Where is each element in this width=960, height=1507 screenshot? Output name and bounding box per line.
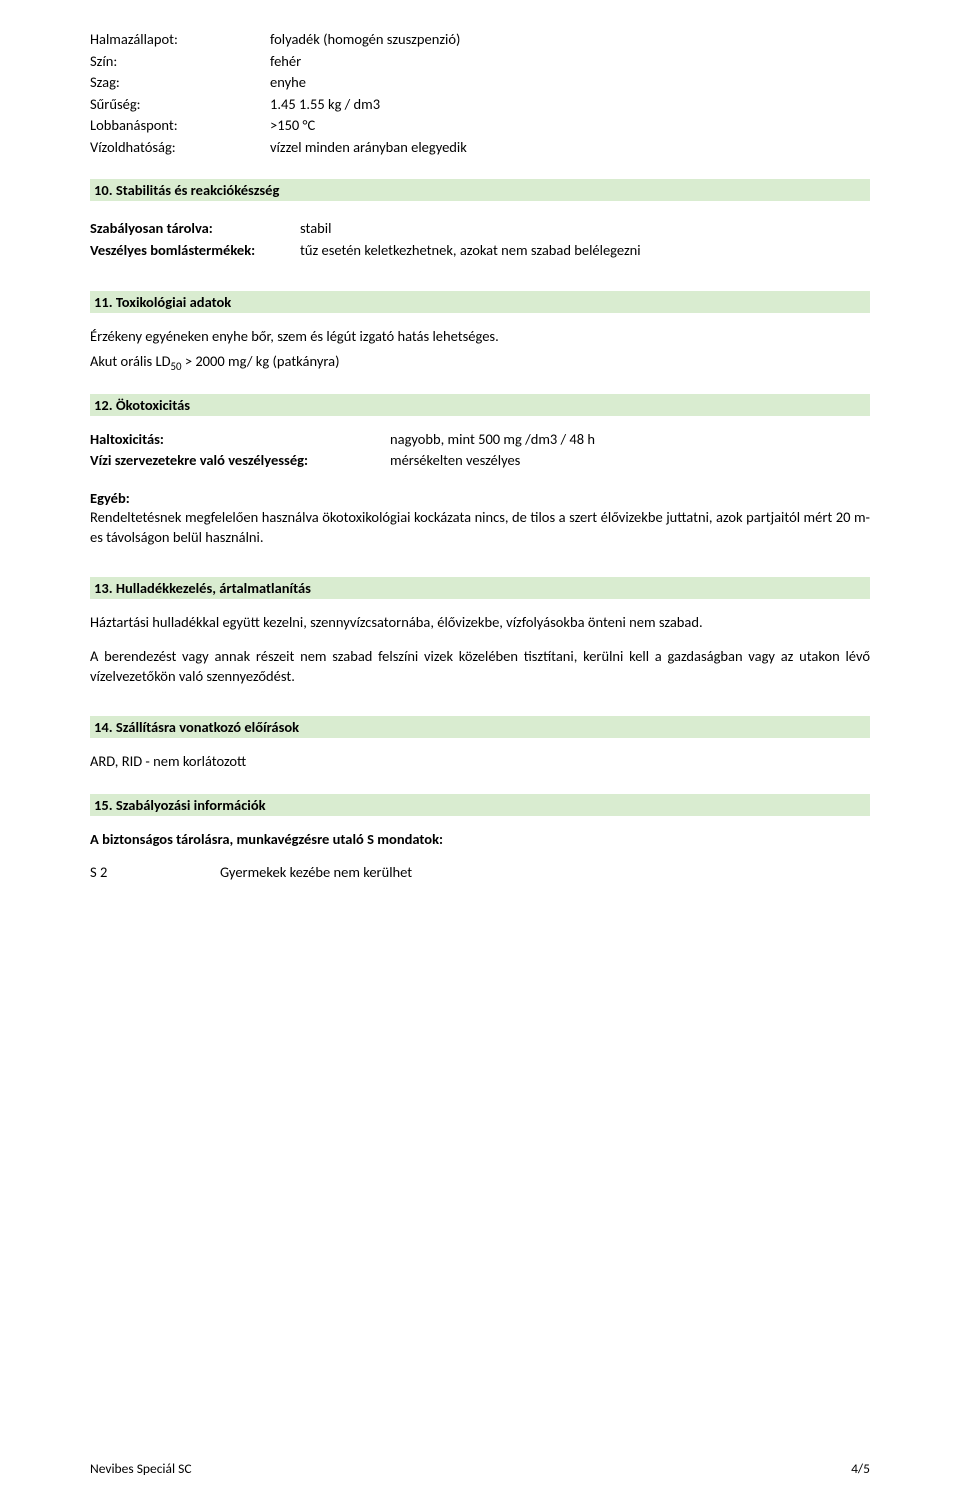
prop-row-suruseg: Sűrűség: 1.45 1.55 kg / dm3 (90, 95, 870, 115)
page-footer: Nevibes Speciál SC 4/5 (90, 1460, 870, 1477)
prop-val: mérsékelten veszélyes (390, 451, 870, 471)
prop-key: Szabályosan tárolva: (90, 219, 300, 239)
prop-val: fehér (270, 52, 870, 72)
footer-left: Nevibes Speciál SC (90, 1460, 192, 1477)
section-15-heading: 15. Szabályozási információk (90, 794, 870, 816)
section-13-para1: Háztartási hulladékkal együtt kezelni, s… (90, 613, 870, 633)
prop-key: Szín: (90, 52, 270, 72)
footer-right: 4/5 (851, 1460, 870, 1477)
prop-row-szag: Szag: enyhe (90, 73, 870, 93)
ld50-sub: 50 (171, 360, 182, 373)
egyeb-label: Egyéb: (90, 489, 870, 509)
s-phrase-val: Gyermekek kezébe nem kerülhet (220, 863, 870, 881)
prop-row-vizoldhatosag: Vízoldhatóság: vízzel minden arányban el… (90, 138, 870, 158)
section-13-para2: A berendezést vagy annak részeit nem sza… (90, 647, 870, 686)
prop-key: Vízi szervezetekre való veszélyesség: (90, 451, 390, 471)
prop-row-vizi: Vízi szervezetekre való veszélyesség: mé… (90, 451, 870, 471)
prop-val: enyhe (270, 73, 870, 93)
prop-row-haltoxicitas: Haltoxicitás: nagyobb, mint 500 mg /dm3 … (90, 430, 870, 450)
section-13-heading: 13. Hulladékkezelés, ártalmatlanítás (90, 577, 870, 599)
prop-val: 1.45 1.55 kg / dm3 (270, 95, 870, 115)
prop-val: stabil (300, 219, 870, 239)
section-10-heading: 10. Stabilitás és reakciókészség (90, 179, 870, 201)
section-15-subheading: A biztonságos tárolásra, munkavégzésre u… (90, 830, 870, 850)
prop-key: Veszélyes bomlástermékek: (90, 241, 300, 261)
section-14-heading: 14. Szállításra vonatkozó előírások (90, 716, 870, 738)
s-phrase-key: S 2 (90, 863, 220, 881)
prop-val: >150 °C (270, 116, 870, 136)
prop-key: Sűrűség: (90, 95, 270, 115)
prop-val: nagyobb, mint 500 mg /dm3 / 48 h (390, 430, 870, 450)
section-11-para1: Érzékeny egyéneken enyhe bőr, szem és lé… (90, 327, 870, 347)
prop-row-szabalyosan: Szabályosan tárolva: stabil (90, 219, 870, 239)
prop-val: vízzel minden arányban elegyedik (270, 138, 870, 158)
prop-key: Szag: (90, 73, 270, 93)
prop-key: Vízoldhatóság: (90, 138, 270, 158)
prop-row-bomlastermekek: Veszélyes bomlástermékek: tűz esetén kel… (90, 241, 870, 261)
prop-row-szin: Szín: fehér (90, 52, 870, 72)
prop-val: folyadék (homogén szuszpenzió) (270, 30, 870, 50)
prop-row-halmazallapot: Halmazállapot: folyadék (homogén szuszpe… (90, 30, 870, 50)
section-12-heading: 12. Ökotoxicitás (90, 394, 870, 416)
s-phrase-row: S 2 Gyermekek kezébe nem kerülhet (90, 863, 870, 881)
egyeb-text: Rendeltetésnek megfelelően használva öko… (90, 508, 870, 547)
section-11-para2: Akut orális LD50 > 2000 mg/ kg (patkányr… (90, 352, 870, 372)
ld50-prefix: Akut orális LD (90, 352, 171, 370)
prop-row-lobbanaspont: Lobbanáspont: >150 °C (90, 116, 870, 136)
ld50-suffix: > 2000 mg/ kg (patkányra) (182, 352, 340, 370)
prop-val: tűz esetén keletkezhetnek, azokat nem sz… (300, 241, 870, 261)
section-11-heading: 11. Toxikológiai adatok (90, 291, 870, 313)
prop-key: Haltoxicitás: (90, 430, 390, 450)
prop-key: Lobbanáspont: (90, 116, 270, 136)
prop-key: Halmazállapot: (90, 30, 270, 50)
section-14-para1: ARD, RID - nem korlátozott (90, 752, 870, 772)
